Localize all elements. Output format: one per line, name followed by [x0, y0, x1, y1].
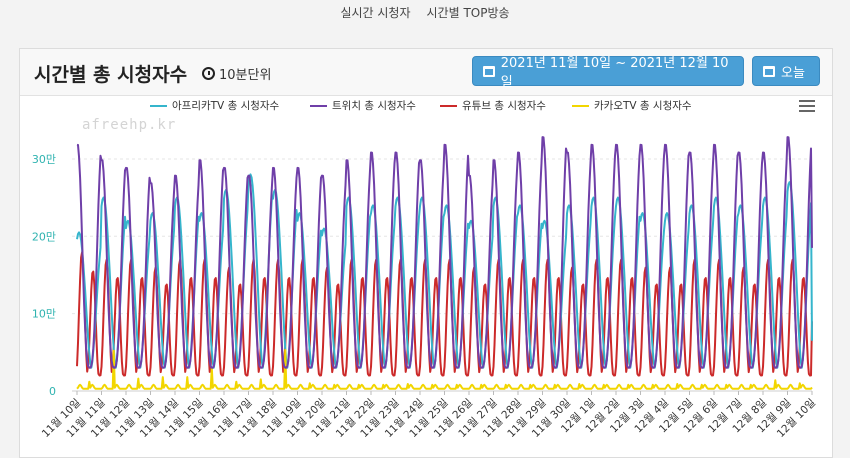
y-tick-label: 30만	[32, 153, 56, 166]
legend-swatch	[440, 104, 457, 107]
top-nav: 실시간 시청자 시간별 TOP방송	[0, 0, 850, 24]
nav-hourly-top[interactable]: 시간별 TOP방송	[426, 5, 510, 20]
date-range-label: 2021년 11월 10일 ~ 2021년 12월 10일	[500, 56, 729, 90]
legend-item-twitch[interactable]: 트위치 총 시청자수	[310, 98, 416, 113]
legend-item-kakao[interactable]: 카카오TV 총 시청자수	[572, 98, 692, 113]
series-line-1	[76, 136, 813, 369]
legend-swatch	[150, 104, 167, 107]
legend-item-afreeca[interactable]: 아프리카TV 총 시청자수	[150, 98, 279, 113]
series-line-3	[76, 349, 813, 390]
chart-legend: 아프리카TV 총 시청자수 트위치 총 시청자수 유튜브 총 시청자수 카카오T…	[0, 98, 850, 118]
series-line-0	[76, 173, 813, 369]
legend-label: 아프리카TV 총 시청자수	[172, 100, 280, 112]
clock-icon	[202, 67, 215, 80]
watermark: afreehp.kr	[82, 117, 177, 133]
panel-header: 시간별 총 시청자수 10분단위 2021년 11월 10일 ~ 2021년 1…	[20, 49, 832, 96]
legend-swatch	[310, 104, 327, 107]
series-line-2	[76, 251, 813, 377]
calendar-check-icon	[763, 65, 775, 77]
y-tick-label: 20만	[32, 230, 56, 243]
calendar-icon	[483, 65, 495, 77]
legend-swatch	[572, 104, 589, 107]
time-unit-label: 10분단위	[219, 68, 272, 83]
legend-label: 유튜브 총 시청자수	[462, 100, 546, 112]
legend-label: 카카오TV 총 시청자수	[594, 100, 692, 112]
nav-realtime-viewers[interactable]: 실시간 시청자	[340, 5, 411, 20]
y-tick-label: 10만	[32, 308, 56, 321]
today-button[interactable]: 오늘	[752, 56, 820, 86]
time-unit: 10분단위	[202, 64, 271, 83]
hamburger-menu-icon[interactable]	[799, 100, 815, 112]
page-title: 시간별 총 시청자수	[34, 64, 188, 86]
legend-item-youtube[interactable]: 유튜브 총 시청자수	[440, 98, 546, 113]
today-label: 오늘	[781, 65, 805, 81]
legend-label: 트위치 총 시청자수	[332, 100, 416, 112]
date-range-button[interactable]: 2021년 11월 10일 ~ 2021년 12월 10일	[472, 56, 744, 90]
y-tick-label: 0	[49, 385, 56, 398]
